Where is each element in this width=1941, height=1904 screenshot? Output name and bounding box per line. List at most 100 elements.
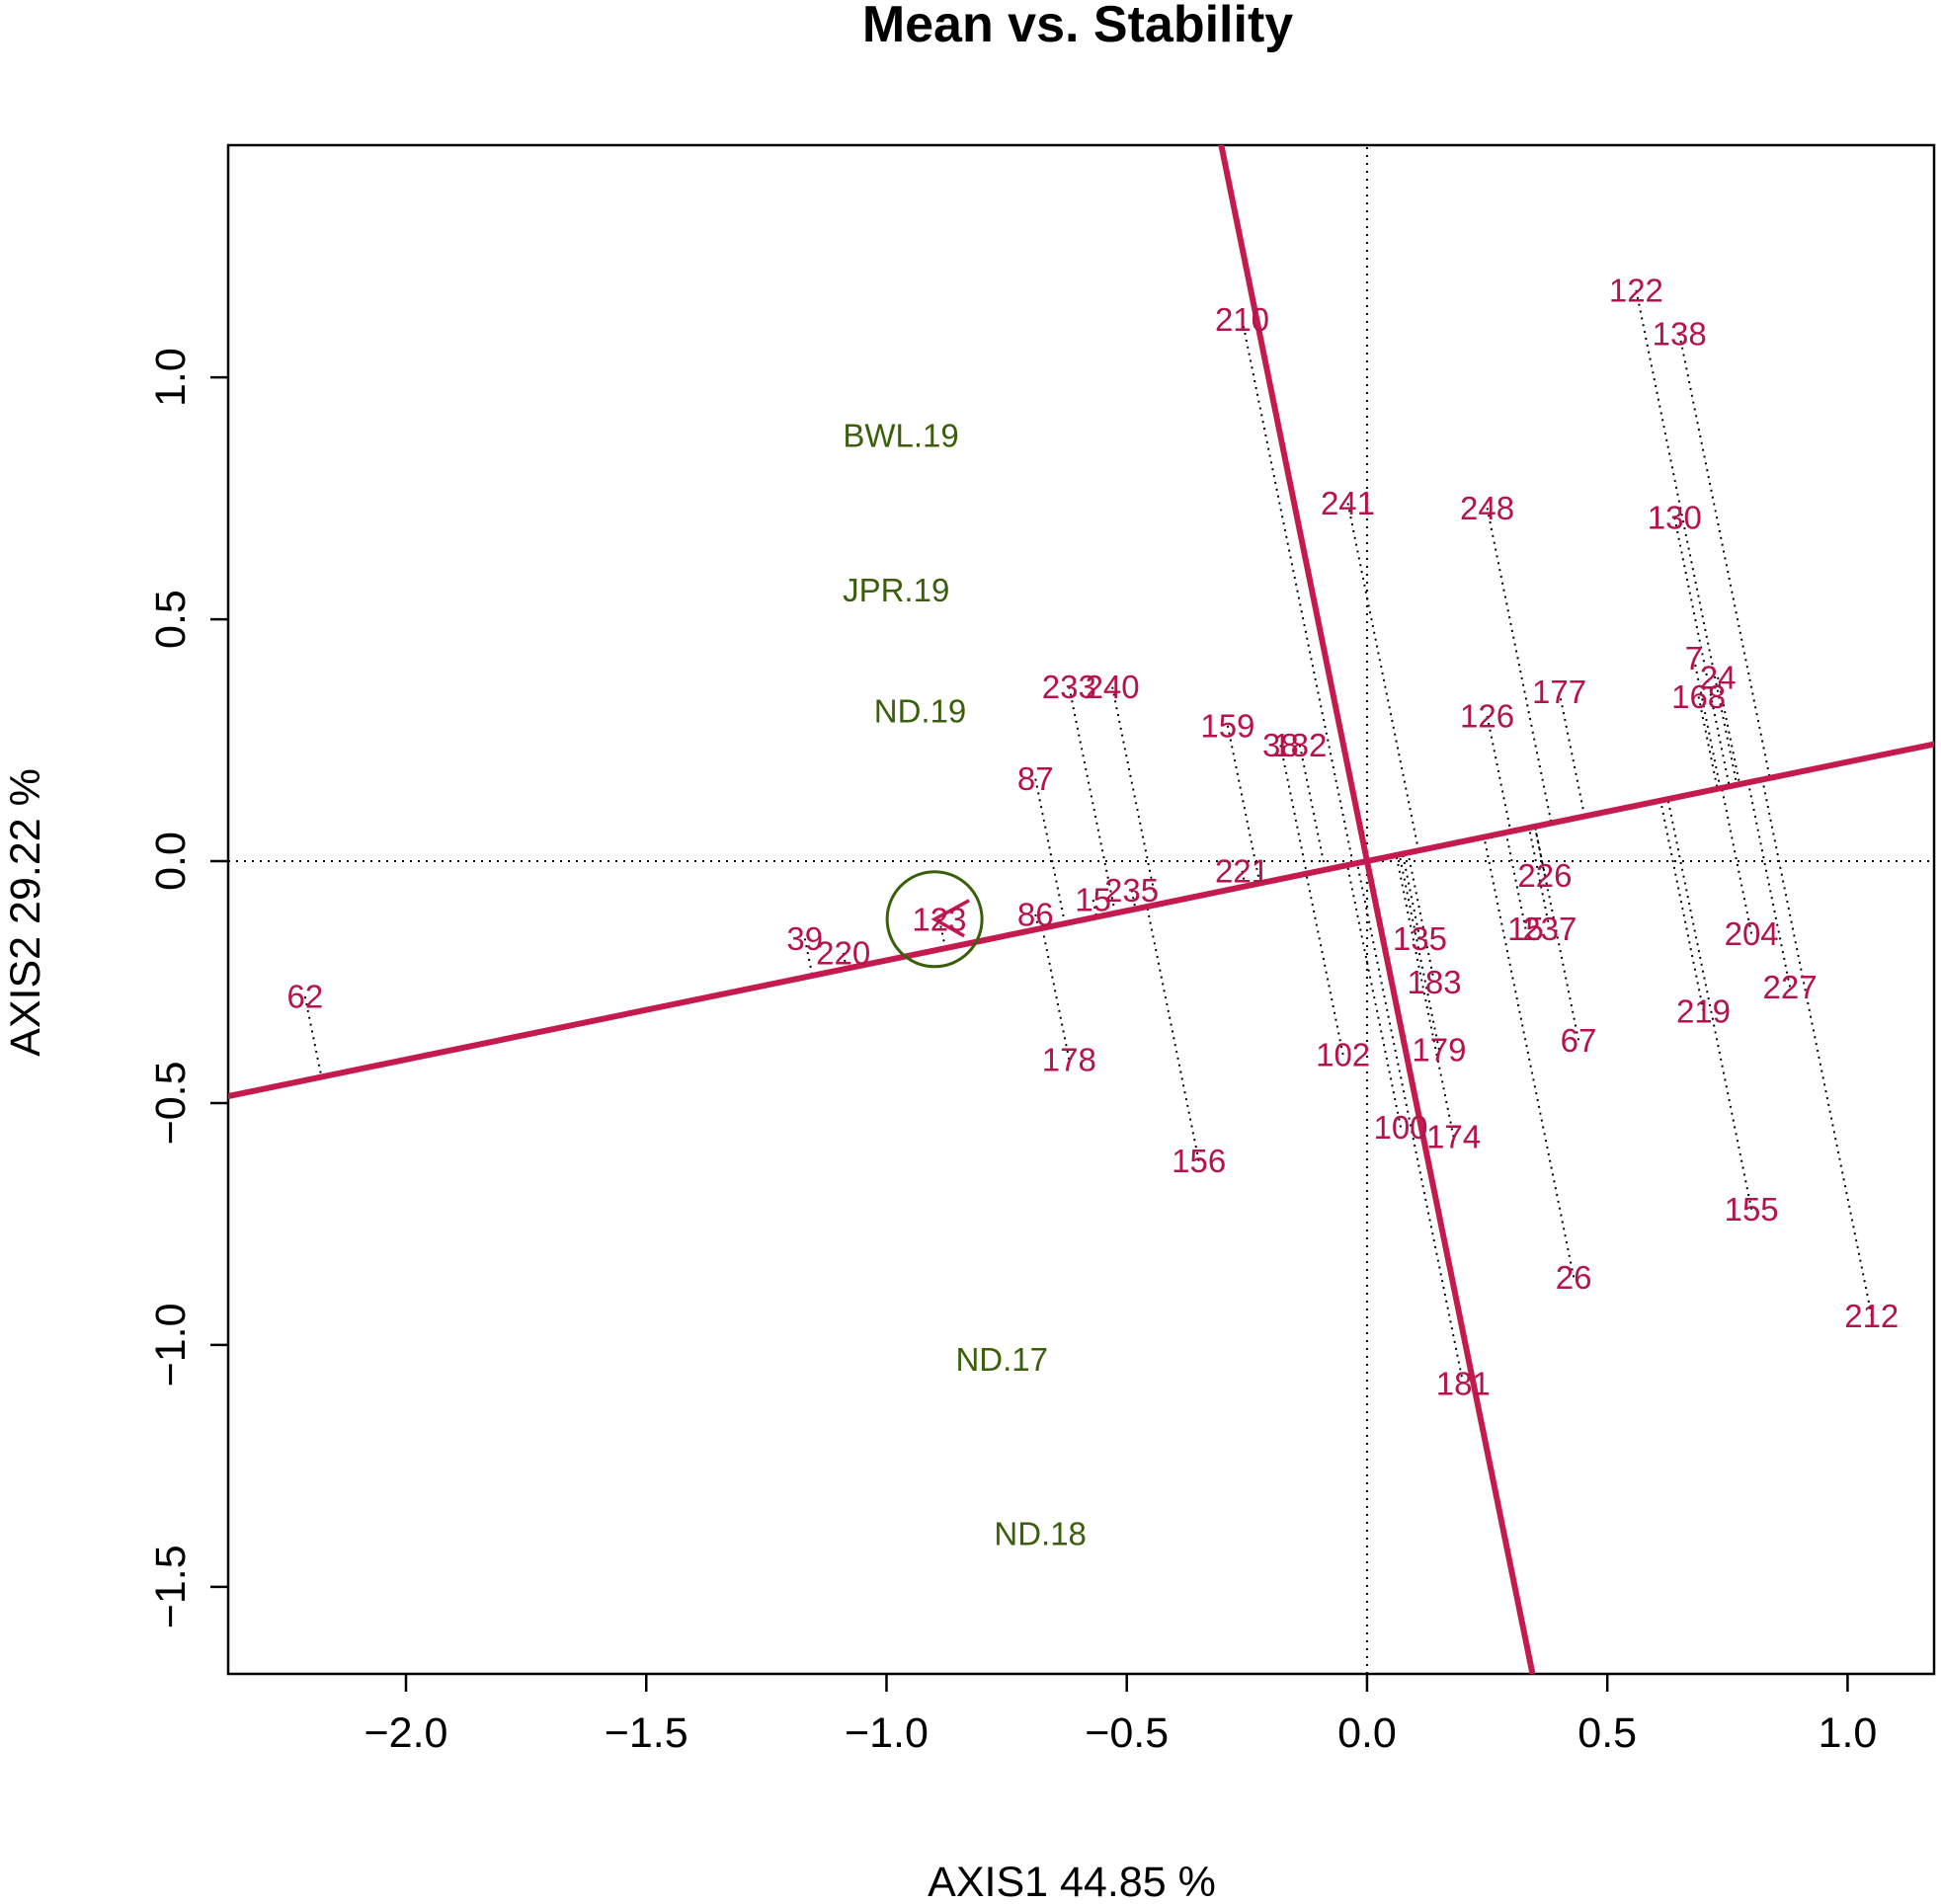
genotype-label: 220 xyxy=(816,935,870,972)
genotype-label: 181 xyxy=(1436,1366,1491,1402)
genotype-label: 7 xyxy=(1685,640,1703,676)
environment-label: ND.18 xyxy=(994,1515,1087,1551)
genotype-label: 241 xyxy=(1321,485,1375,521)
genotype-label: 237 xyxy=(1522,911,1577,947)
genotype-label: 87 xyxy=(1017,760,1054,797)
genotype-label: 38 xyxy=(1262,727,1299,763)
genotype-projection-line xyxy=(1111,686,1158,906)
environment-label: BWL.19 xyxy=(843,417,958,453)
genotype-projection-line xyxy=(1041,927,1071,1061)
x-tick-label: −1.5 xyxy=(605,1709,688,1757)
x-axis-label: AXIS1 44.85 % xyxy=(928,1859,1216,1904)
x-tick-label: 0.5 xyxy=(1577,1709,1637,1757)
genotype-label: 39 xyxy=(786,920,823,957)
genotype-projection-line xyxy=(1692,658,1722,789)
aec-abscissa-line xyxy=(228,741,1934,1100)
genotype-label: 15 xyxy=(1507,911,1544,947)
genotype-label: 204 xyxy=(1725,915,1779,952)
y-axis-label: AXIS2 29.22 % xyxy=(2,768,49,1057)
genotype-label: 26 xyxy=(1556,1259,1592,1296)
genotype-projection-line xyxy=(1558,691,1586,817)
genotype-projection-line xyxy=(1486,715,1512,833)
y-tick-label: 0.5 xyxy=(147,590,195,649)
genotype-projection-line xyxy=(1761,779,1873,1316)
genotype-label: 227 xyxy=(1763,969,1818,1005)
environment-label: ND.19 xyxy=(874,693,967,730)
genotype-label: 156 xyxy=(1172,1143,1226,1179)
y-tick-label: 0.0 xyxy=(147,832,195,891)
genotype-projection-line xyxy=(1635,289,1739,785)
genotype-label: 174 xyxy=(1426,1119,1481,1155)
genotype-projection-line xyxy=(1666,798,1753,1210)
genotype-label: 159 xyxy=(1200,707,1254,744)
x-tick-label: 0.0 xyxy=(1337,1709,1397,1757)
genotype-label: 226 xyxy=(1517,857,1572,894)
genotype-label: 123 xyxy=(912,901,966,937)
genotype-label: 86 xyxy=(1017,896,1054,932)
genotype-label: 24 xyxy=(1700,659,1737,695)
genotype-projection-line xyxy=(1346,503,1420,851)
genotype-projection-line xyxy=(1034,913,1040,929)
x-tick-label: −1.0 xyxy=(845,1709,929,1757)
genotype-projection-line xyxy=(1346,864,1402,1128)
average-environment-circle xyxy=(885,870,984,969)
genotype-projection-line xyxy=(1659,800,1705,1012)
genotype-projection-line xyxy=(1241,319,1354,865)
genotype-projection-line xyxy=(842,952,848,970)
y-tick-label: 1.0 xyxy=(147,348,195,407)
plot-border xyxy=(226,143,1936,1676)
x-tick-label: −0.5 xyxy=(1085,1709,1169,1757)
genotype-label: 126 xyxy=(1460,698,1514,735)
genotype-label: 138 xyxy=(1653,316,1707,353)
y-tick-label: −0.5 xyxy=(147,1062,195,1146)
genotype-projection-line xyxy=(1533,826,1579,1041)
average-environment-arrow xyxy=(930,899,970,938)
y-tick-label: −1.5 xyxy=(147,1545,195,1628)
x-tick-label: 1.0 xyxy=(1819,1709,1878,1757)
environment-label: JPR.19 xyxy=(843,572,949,608)
x-tick-label: −2.0 xyxy=(364,1709,448,1757)
genotype-projection-line xyxy=(1398,854,1440,1051)
genotype-label: 182 xyxy=(1272,727,1327,763)
genotype-label: 62 xyxy=(286,979,323,1015)
genotype-label: 135 xyxy=(1393,920,1447,957)
genotype-projection-line xyxy=(1697,696,1719,789)
genotype-label: 102 xyxy=(1316,1036,1370,1072)
genotype-label: 168 xyxy=(1671,678,1726,715)
genotype-label: 67 xyxy=(1561,1022,1597,1059)
genotype-projection-line xyxy=(1717,676,1741,785)
y-tick-label: −1.0 xyxy=(147,1303,195,1387)
genotype-projection-line xyxy=(1305,873,1344,1056)
genotype-projection-line xyxy=(1746,782,1792,988)
aec-ordinate-line xyxy=(1218,145,1536,1674)
genotype-projection-line xyxy=(1146,906,1200,1161)
genotype-label: 122 xyxy=(1609,272,1663,308)
genotype-projection-line xyxy=(1533,826,1546,876)
genotype-label: 212 xyxy=(1844,1298,1899,1334)
genotype-projection-line xyxy=(938,918,946,949)
genotype-label: 248 xyxy=(1460,490,1514,526)
genotype-projection-line xyxy=(1279,745,1308,874)
genotype-label: 177 xyxy=(1532,674,1586,710)
genotype-label: 155 xyxy=(1725,1191,1779,1228)
genotype-label: 233 xyxy=(1042,669,1096,705)
genotype-projection-line xyxy=(1483,836,1576,1278)
genotype-label: 219 xyxy=(1676,992,1731,1029)
genotype-label: 235 xyxy=(1104,872,1159,909)
genotype-projection-line xyxy=(1355,862,1465,1385)
genotype-label: 210 xyxy=(1215,301,1269,338)
genotype-label: 178 xyxy=(1042,1041,1096,1077)
plot-clip-group xyxy=(228,145,1934,1674)
genotype-projection-line xyxy=(1673,517,1731,787)
environment-label: ND.17 xyxy=(955,1341,1048,1378)
plot-area: −2.0 −1.5 −1.0 −0.5 0.0 0.5 1.0 −1.5 −1.0 −0.5 0.0… xyxy=(147,143,1936,1757)
genotype-label: 240 xyxy=(1086,669,1140,705)
genotype-projection-line xyxy=(1402,853,1421,939)
genotype-projection-line xyxy=(1486,508,1553,824)
genotype-label: 221 xyxy=(1215,852,1269,889)
genotype-label: 15 xyxy=(1075,882,1111,918)
genotype-label: 100 xyxy=(1373,1109,1427,1146)
genotype-projection-line xyxy=(1407,852,1436,983)
chart-title: Mean vs. Stability xyxy=(862,0,1293,53)
